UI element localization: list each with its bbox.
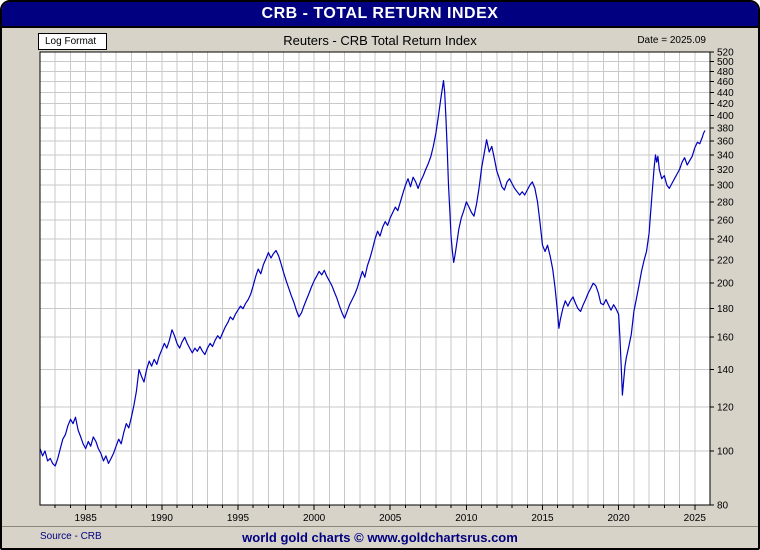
watermark-label: world gold charts © www.goldchartsrus.co… (242, 530, 518, 545)
footer-bar: Source - CRB world gold charts © www.gol… (2, 526, 758, 548)
svg-text:2005: 2005 (379, 513, 402, 524)
svg-text:1995: 1995 (227, 513, 250, 524)
svg-text:360: 360 (717, 136, 734, 147)
svg-text:260: 260 (717, 215, 734, 226)
svg-text:80: 80 (717, 501, 729, 512)
svg-text:520: 520 (717, 48, 734, 59)
svg-text:120: 120 (717, 402, 734, 413)
series-line (39, 79, 706, 467)
svg-text:500: 500 (717, 57, 734, 68)
window-title: CRB - TOTAL RETURN INDEX (261, 5, 499, 22)
svg-text:460: 460 (717, 77, 734, 88)
svg-text:1990: 1990 (151, 513, 174, 524)
title-bar: CRB - TOTAL RETURN INDEX (2, 2, 758, 28)
chart-title: Reuters - CRB Total Return Index (283, 33, 477, 48)
svg-text:380: 380 (717, 123, 734, 134)
svg-text:2000: 2000 (303, 513, 326, 524)
svg-text:280: 280 (717, 197, 734, 208)
svg-text:2015: 2015 (531, 513, 554, 524)
svg-text:220: 220 (717, 256, 734, 267)
svg-text:100: 100 (717, 446, 734, 457)
x-axis-labels: 1985 1990 1995 2000 2005 2010 2015 2020 2025 (54, 505, 707, 524)
svg-text:2010: 2010 (455, 513, 478, 524)
svg-text:2025: 2025 (684, 513, 707, 524)
svg-text:300: 300 (717, 181, 734, 192)
svg-text:1985: 1985 (75, 513, 98, 524)
svg-text:240: 240 (717, 235, 734, 246)
svg-text:180: 180 (717, 304, 734, 315)
svg-text:200: 200 (717, 279, 734, 290)
y-axis-labels: 80 100 120 140 160 180 200 220 240 260 280 300 320 34… (710, 48, 734, 512)
svg-text:140: 140 (717, 365, 734, 376)
svg-text:320: 320 (717, 165, 734, 176)
log-format-badge: Log Format (38, 33, 108, 50)
svg-text:400: 400 (717, 111, 734, 122)
svg-text:160: 160 (717, 333, 734, 344)
date-label: Date = 2025.09 (637, 35, 706, 46)
svg-text:440: 440 (717, 88, 734, 99)
gridlines (40, 52, 710, 505)
log-format-label: Log Format (45, 36, 97, 47)
source-label: Source - CRB (40, 531, 102, 542)
svg-text:480: 480 (717, 67, 734, 78)
svg-text:420: 420 (717, 99, 734, 110)
svg-text:340: 340 (717, 150, 734, 161)
svg-text:2020: 2020 (608, 513, 631, 524)
